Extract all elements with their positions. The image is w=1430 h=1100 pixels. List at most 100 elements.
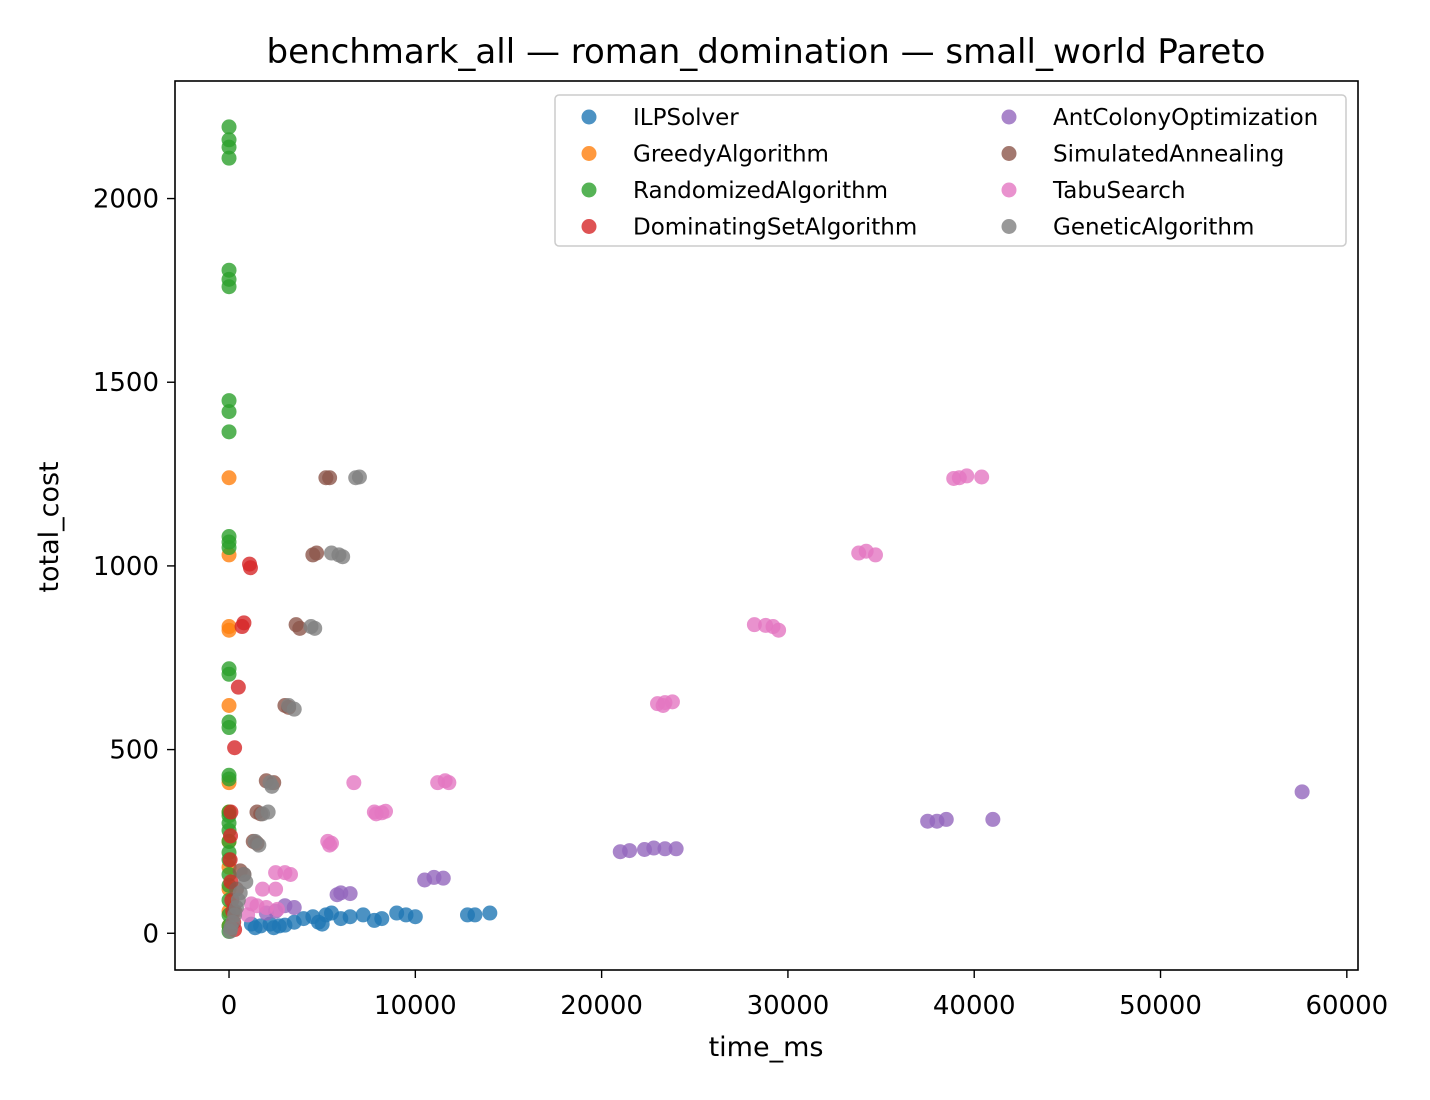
data-point (227, 740, 243, 756)
data-point (221, 720, 237, 736)
data-point (268, 881, 284, 897)
data-point (221, 622, 237, 638)
legend-label: GeneticAlgorithm (1053, 215, 1254, 241)
data-point (286, 701, 302, 717)
legend-label: ILPSolver (633, 105, 739, 131)
data-point (335, 549, 351, 565)
y-tick-label: 1000 (93, 552, 159, 582)
data-point (221, 540, 237, 556)
x-tick-label: 10000 (374, 991, 457, 1021)
data-point (223, 828, 239, 844)
data-point (230, 679, 246, 695)
data-point (286, 900, 302, 916)
data-point (307, 620, 323, 636)
legend-marker (581, 109, 597, 125)
data-point (322, 837, 338, 853)
data-point (342, 909, 358, 925)
x-tick-label: 40000 (933, 991, 1016, 1021)
data-point (612, 844, 628, 860)
y-tick-label: 2000 (93, 185, 159, 215)
x-axis-ticks: 0 10000 20000 30000 40000 50000 60000 (221, 970, 1388, 1021)
legend-box (554, 94, 1347, 247)
data-point (264, 778, 280, 794)
data-point (771, 622, 787, 638)
data-point (482, 905, 498, 921)
legend: ILPSolver GreedyAlgorithm RandomizedAlgori… (554, 94, 1347, 247)
series-AntColonyOptimization (258, 784, 1310, 921)
legend-label: TabuSearch (1052, 178, 1186, 204)
data-point (221, 150, 237, 166)
data-point (378, 803, 394, 819)
x-tick-label: 50000 (1119, 991, 1202, 1021)
data-point (221, 666, 237, 682)
data-point (260, 804, 276, 820)
data-point (223, 804, 239, 820)
x-tick-label: 0 (221, 991, 238, 1021)
data-points (221, 119, 1310, 939)
legend-marker (1001, 219, 1017, 234)
data-point (329, 887, 345, 903)
series-ILPSolver (243, 905, 498, 936)
data-point (1294, 784, 1310, 800)
x-tick-label: 60000 (1305, 991, 1388, 1021)
data-point (346, 775, 362, 791)
legend-marker (1001, 146, 1017, 161)
data-point (234, 619, 250, 635)
data-point (309, 545, 325, 561)
data-point (342, 886, 358, 902)
chart-title: benchmark_all — roman_domination — small… (267, 32, 1266, 72)
y-axis-ticks: 0 500 1000 1500 2000 (93, 185, 175, 949)
data-point (221, 139, 237, 155)
data-point (467, 907, 483, 923)
x-axis-label: time_ms (709, 1032, 824, 1063)
legend-marker (581, 182, 597, 198)
data-point (867, 547, 883, 563)
data-point (251, 837, 267, 853)
data-point (974, 469, 990, 485)
data-point (283, 866, 299, 882)
data-point (657, 841, 673, 857)
data-point (222, 852, 238, 868)
legend-marker (1001, 109, 1017, 125)
legend-label: AntColonyOptimization (1053, 105, 1318, 131)
data-point (920, 813, 936, 829)
data-point (985, 811, 1001, 827)
data-point (221, 393, 237, 409)
x-tick-label: 20000 (560, 991, 643, 1021)
data-point (441, 775, 457, 791)
data-point (221, 119, 237, 135)
data-point (407, 909, 423, 925)
data-point (269, 901, 285, 917)
data-point (959, 468, 975, 484)
y-tick-label: 0 (142, 919, 159, 949)
data-point (221, 698, 237, 714)
data-point (746, 617, 762, 633)
data-point (374, 911, 390, 927)
data-point (417, 872, 433, 888)
data-point (221, 771, 237, 787)
data-point (221, 279, 237, 295)
legend-marker (1001, 182, 1017, 198)
x-tick-label: 30000 (747, 991, 830, 1021)
y-axis-label: total_cost (34, 461, 65, 592)
legend-label: SimulatedAnnealing (1053, 142, 1284, 168)
data-point (240, 907, 256, 923)
data-point (636, 842, 652, 858)
data-point (351, 469, 367, 485)
data-point (292, 620, 308, 636)
data-point (668, 841, 684, 857)
data-point (258, 900, 274, 916)
data-point (242, 560, 258, 576)
data-point (946, 470, 962, 486)
legend-marker (581, 146, 597, 161)
data-point (221, 470, 237, 486)
y-tick-label: 1500 (93, 368, 159, 398)
data-point (655, 698, 671, 714)
y-tick-label: 500 (109, 736, 159, 766)
data-point (355, 907, 371, 923)
legend-marker (581, 219, 597, 234)
legend-label: DominatingSetAlgorithm (633, 215, 917, 241)
data-point (221, 424, 237, 440)
series-GeneticAlgorithm (222, 469, 367, 939)
